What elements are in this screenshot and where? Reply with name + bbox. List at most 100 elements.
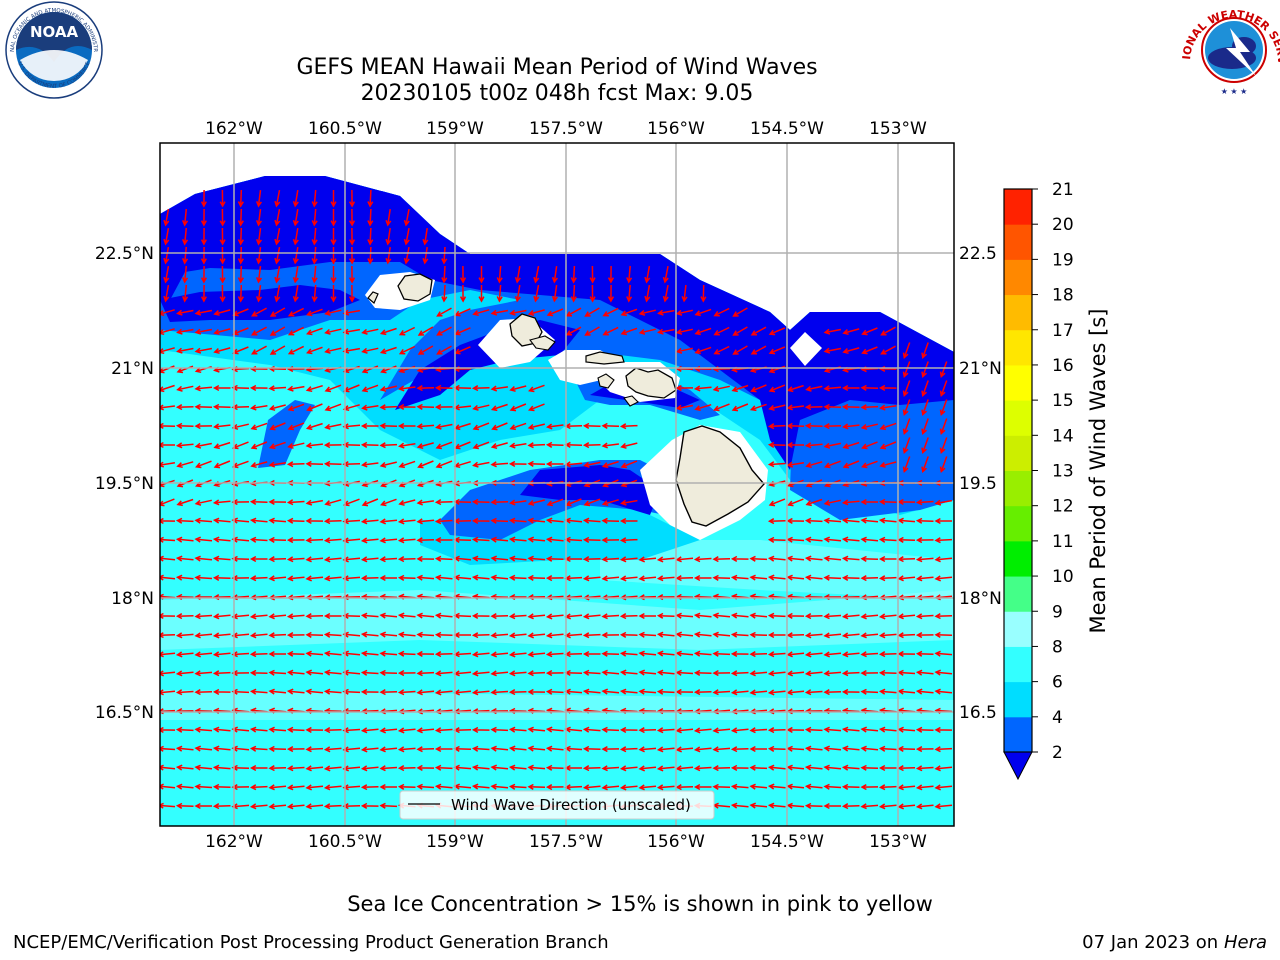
wave-arrow: [194, 309, 213, 316]
wave-arrow: [804, 632, 823, 639]
wave-arrow: [601, 688, 620, 695]
wave-arrow: [860, 423, 878, 430]
wave-arrow: [237, 227, 244, 246]
wave-arrow: [160, 555, 176, 562]
wave-arrow: [804, 404, 823, 411]
lat-tick-right: 19.5: [959, 474, 997, 494]
wave-arrow: [397, 518, 416, 525]
wave-arrow: [249, 517, 268, 524]
lat-tick-left: 21°N: [111, 359, 154, 379]
wave-arrow: [897, 688, 916, 695]
wave-arrow: [398, 326, 416, 336]
wave-arrow: [286, 632, 305, 639]
wave-arrow: [533, 265, 540, 284]
wave-arrow: [256, 247, 263, 265]
wave-arrow: [249, 498, 268, 505]
wave-arrow: [878, 384, 897, 392]
wave-arrow: [268, 517, 287, 524]
wave-arrow: [441, 265, 448, 284]
wave-arrow: [163, 246, 170, 265]
wave-arrow: [860, 384, 879, 391]
wave-arrow: [619, 575, 638, 582]
wave-arrow: [804, 422, 823, 429]
wave-arrow: [175, 783, 194, 790]
wave-arrow: [417, 345, 434, 355]
wave-arrow: [939, 456, 948, 473]
wave-arrow: [823, 689, 842, 696]
wave-arrow: [786, 726, 805, 734]
wave-arrow: [508, 745, 527, 752]
wave-arrow: [287, 326, 305, 336]
wave-arrow: [823, 442, 841, 449]
wave-arrow: [397, 631, 416, 638]
wave-arrow: [306, 403, 323, 412]
wave-arrow: [213, 309, 231, 316]
wave-arrow: [878, 803, 897, 810]
wave-arrow: [767, 555, 786, 562]
noaa-logo-text: NOAA: [30, 23, 79, 41]
wave-arrow: [286, 517, 305, 524]
wave-arrow: [175, 764, 194, 771]
wave-arrow: [662, 265, 669, 284]
colorbar-segment: [1004, 505, 1032, 542]
wave-arrow: [330, 190, 337, 208]
wave-arrow: [749, 574, 768, 581]
wave-arrow: [921, 342, 929, 359]
wave-arrow: [231, 517, 250, 524]
wave-arrow: [194, 689, 213, 696]
wave-arrow: [934, 631, 953, 638]
wave-arrow: [231, 404, 250, 411]
wave-arrow: [490, 499, 509, 506]
colorbar-segment: [1004, 470, 1032, 507]
wave-arrow: [527, 460, 546, 467]
wave-arrow: [194, 574, 213, 581]
lat-ticks-left: 22.5°N 21°N 19.5°N 18°N 16.5°N: [95, 244, 154, 723]
wave-arrow: [934, 784, 953, 791]
colorbar-tick-label: 6: [1052, 673, 1063, 693]
wave-arrow: [361, 461, 379, 468]
wave-arrow: [256, 209, 263, 227]
lon-tick-top: 162°W: [205, 119, 263, 139]
wave-arrow: [509, 422, 527, 431]
wave-arrow: [842, 460, 860, 469]
wave-arrow: [902, 342, 911, 359]
wave-arrow: [551, 284, 558, 303]
wave-arrow: [397, 689, 416, 696]
wave-arrow: [767, 612, 786, 619]
lat-tick-left: 19.5°N: [95, 474, 154, 494]
wave-arrow: [237, 284, 244, 303]
wave-arrow: [194, 745, 213, 752]
wave-arrow: [878, 784, 897, 791]
wave-arrow: [921, 418, 929, 435]
wave-arrow: [434, 555, 453, 562]
colorbar-tick-label: 11: [1052, 532, 1074, 552]
wave-arrow: [656, 575, 675, 582]
wave-arrow: [545, 726, 564, 733]
colorbar-tick-label: 13: [1052, 462, 1074, 482]
wave-arrow: [441, 246, 448, 265]
colorbar-segment: [1004, 189, 1032, 225]
wave-arrow: [675, 688, 694, 696]
wave-arrow: [675, 404, 694, 411]
wave-arrow: [841, 670, 860, 677]
colorbar-under-extension: [1003, 751, 1033, 781]
wave-arrow: [361, 384, 379, 393]
wave-arrow: [472, 404, 490, 411]
wave-arrow: [360, 765, 379, 772]
wave-arrow: [619, 669, 638, 676]
wave-arrow: [601, 613, 620, 620]
wave-arrow: [490, 783, 509, 790]
wave-arrow: [416, 537, 435, 544]
wave-arrow: [286, 726, 305, 733]
wave-arrow: [194, 536, 213, 543]
wave-arrow: [730, 612, 749, 619]
wave-arrow: [379, 574, 397, 582]
footer-host: Hera: [1223, 932, 1267, 953]
wave-arrow: [287, 307, 305, 317]
wave-arrow: [472, 309, 490, 317]
wave-arrow: [434, 518, 453, 525]
wave-arrow: [915, 746, 934, 753]
wave-arrow: [175, 745, 194, 752]
wave-arrow: [823, 499, 841, 506]
wave-arrow: [602, 326, 619, 336]
